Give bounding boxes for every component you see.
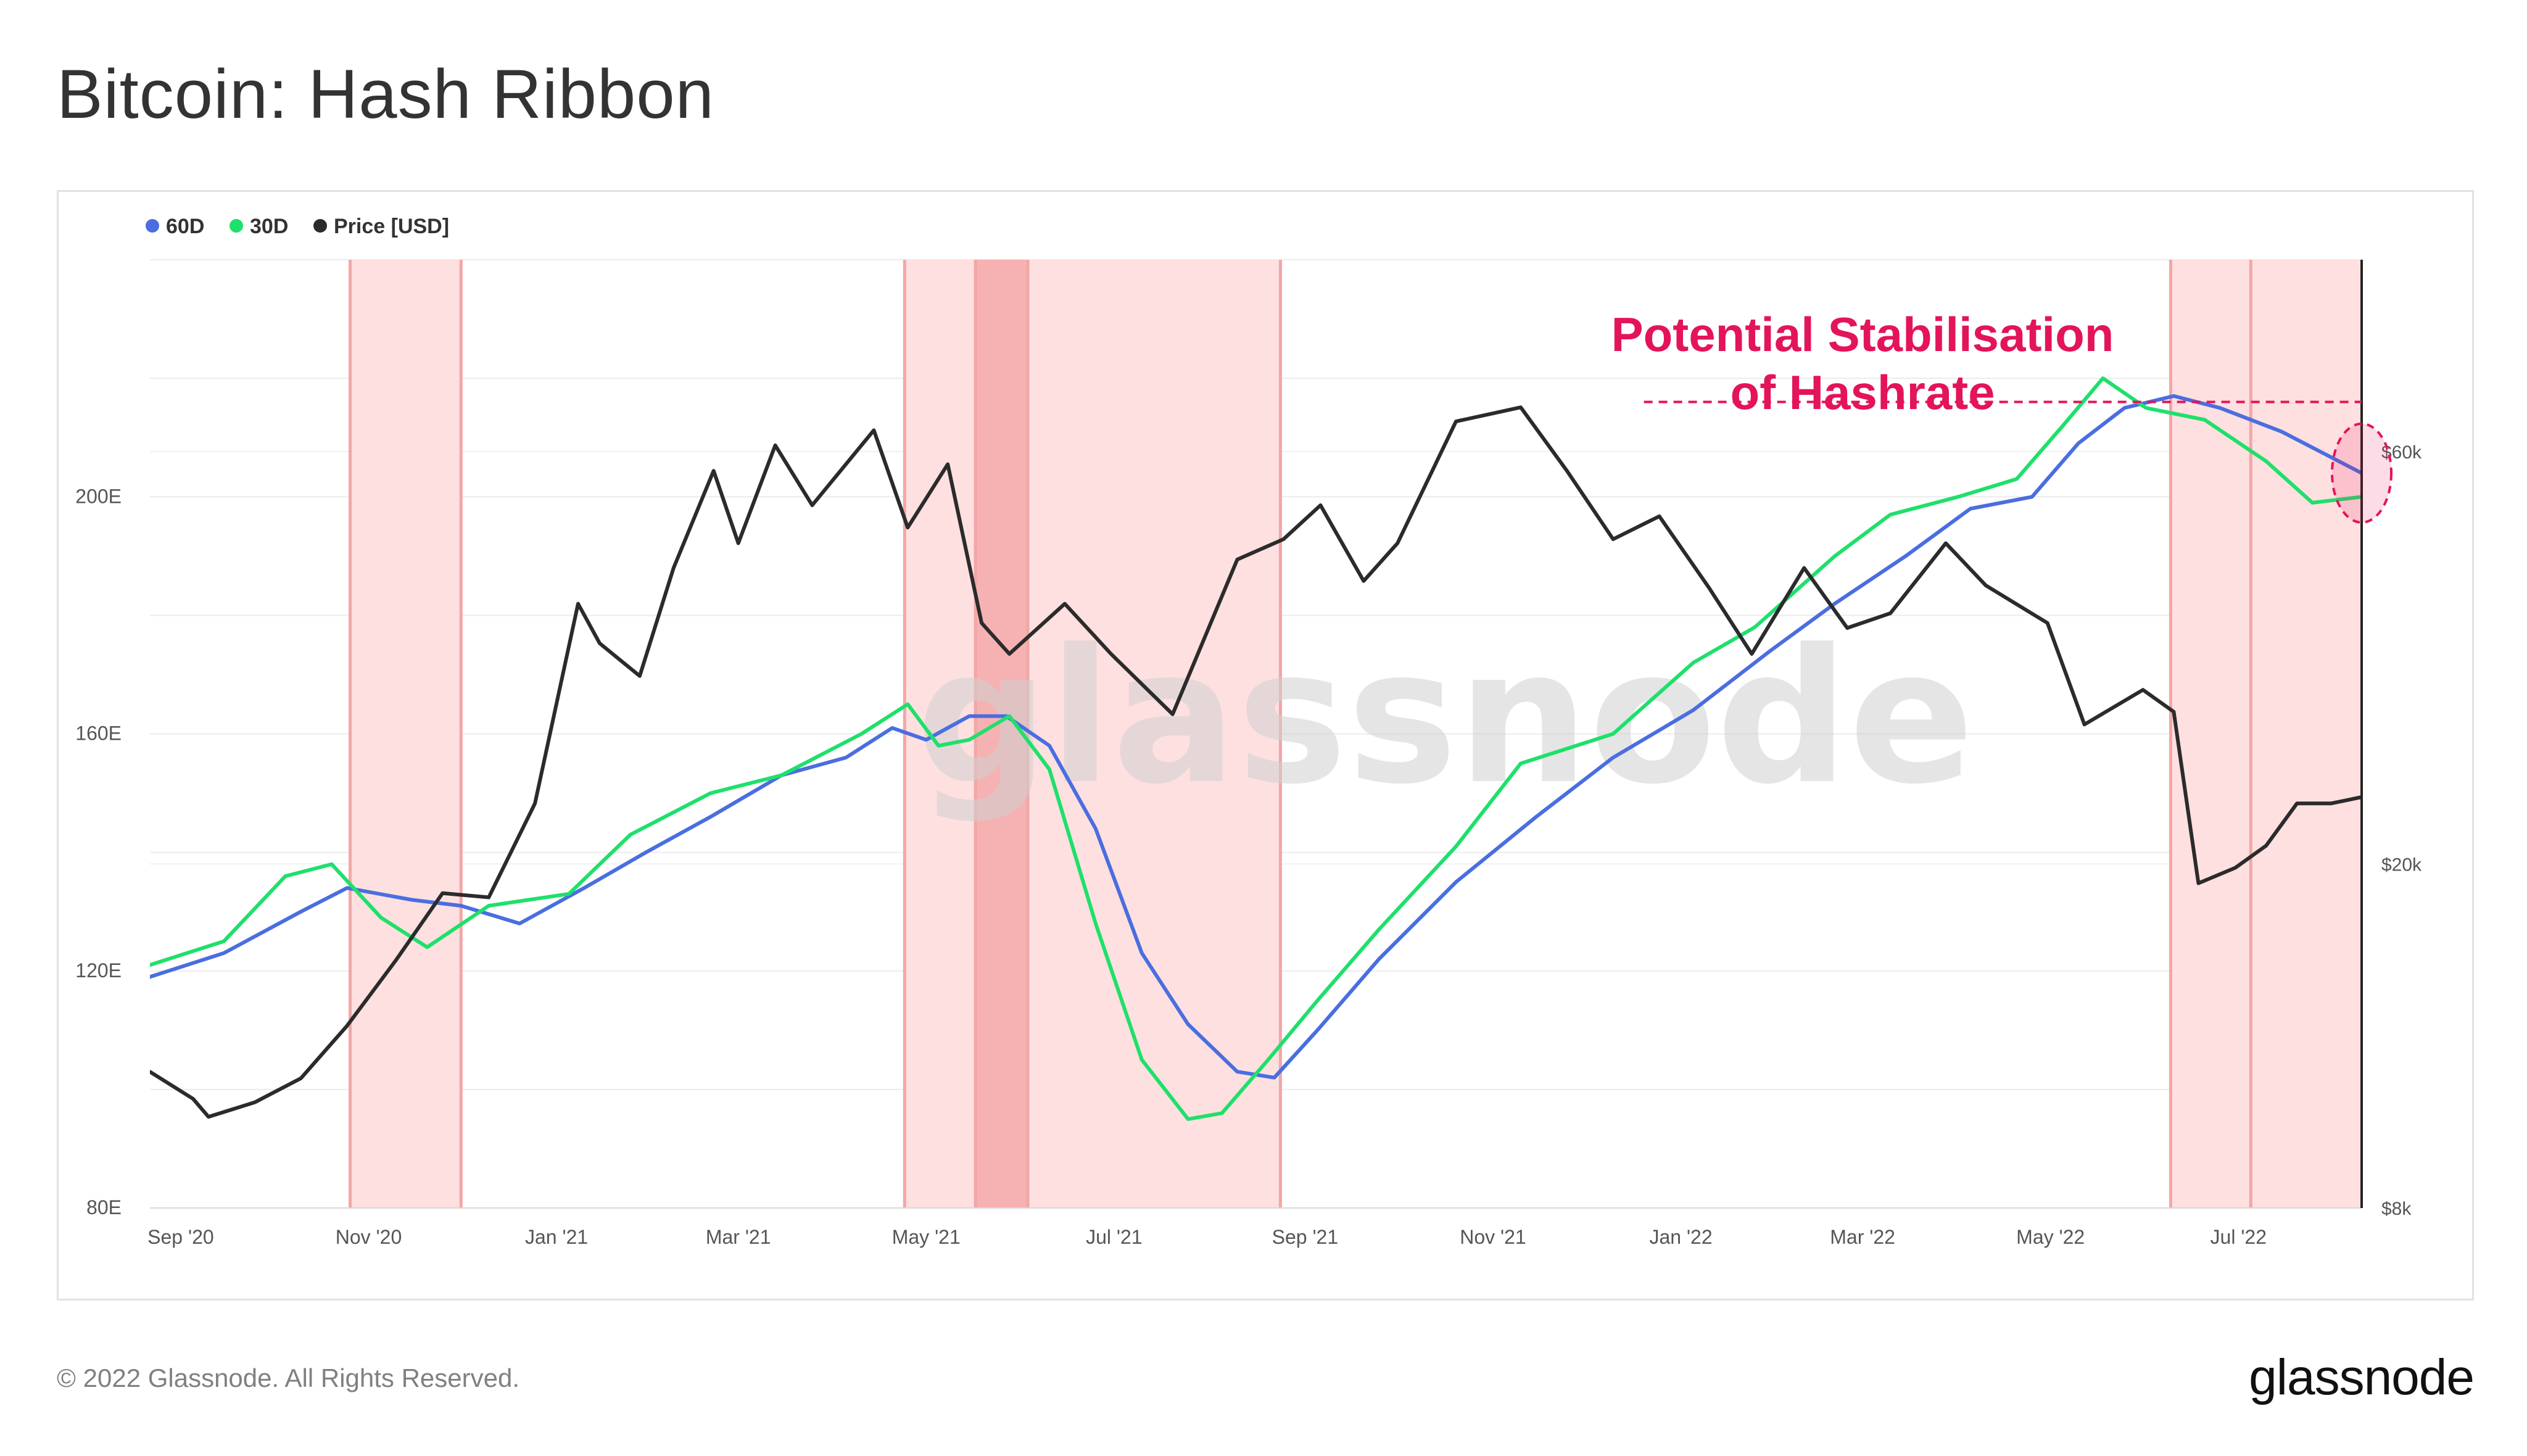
copyright-text: © 2022 Glassnode. All Rights Reserved.	[57, 1363, 520, 1392]
legend-marker	[146, 219, 159, 233]
x-tick-label: Jul '22	[2211, 1226, 2267, 1248]
chart-card: glassnode Sep '20 Nov '20 Jan '21 Mar '21 Ma…	[57, 190, 2474, 1301]
series-lines	[150, 376, 2362, 1121]
y-left-tick-label: 200E	[75, 485, 122, 507]
legend-label: Price [USD]	[334, 215, 449, 238]
y-left-tick-label: 80E	[86, 1196, 122, 1218]
x-tick-label: Jan '21	[525, 1226, 588, 1248]
annotation-line-2: of Hashrate	[1730, 365, 1995, 420]
x-tick-label: May '21	[892, 1226, 961, 1248]
watermark: glassnode	[916, 610, 1974, 825]
x-tick-label: Mar '22	[1830, 1226, 1895, 1248]
series-line-price-usd	[150, 405, 2362, 1119]
x-tick-label: Mar '21	[706, 1226, 771, 1248]
capitulation-band	[350, 260, 461, 1208]
capitulation-band-dark	[975, 260, 1028, 1208]
x-tick-label: Sep '20	[147, 1226, 214, 1248]
x-tick-label: Jan '22	[1649, 1226, 1712, 1248]
x-tick-label: Sep '21	[1272, 1226, 1339, 1248]
hash-ribbon-chart: glassnode Sep '20 Nov '20 Jan '21 Mar '21 Ma…	[75, 215, 2422, 1248]
x-tick-label: Jul '21	[1086, 1226, 1143, 1248]
legend-label: 60D	[166, 215, 204, 238]
x-tick-label: Nov '20	[336, 1226, 402, 1248]
legend-item-60d[interactable]: 60D	[146, 215, 204, 238]
y-right-tick-label: $60k	[2381, 442, 2422, 463]
glassnode-logo[interactable]: glassnode	[2249, 1349, 2475, 1405]
legend-item-30d[interactable]: 30D	[230, 215, 288, 238]
legend-label: 30D	[250, 215, 288, 238]
series-line-60d	[150, 394, 2362, 1080]
page-title: Bitcoin: Hash Ribbon	[57, 56, 714, 133]
legend[interactable]: 60D 30D Price [USD]	[146, 215, 449, 238]
y-left-tick-label: 120E	[75, 959, 122, 982]
legend-item-price-usd[interactable]: Price [USD]	[313, 215, 449, 238]
annotation-circle	[2331, 422, 2393, 524]
capitulation-band	[904, 260, 1281, 1208]
series-line-30d	[150, 376, 2362, 1121]
y-right-tick-label: $20k	[2381, 854, 2422, 875]
y-left-tick-label: 160E	[75, 722, 122, 745]
x-tick-label: May '22	[2016, 1226, 2085, 1248]
x-tick-label: Nov '21	[1460, 1226, 1526, 1248]
y-right-tick-label: $8k	[2381, 1199, 2412, 1219]
axes: Sep '20 Nov '20 Jan '21 Mar '21 May '21 Jul '…	[75, 260, 2422, 1248]
annotation-line-1: Potential Stabilisation	[1611, 307, 2114, 362]
legend-marker	[230, 219, 243, 233]
legend-marker	[313, 219, 327, 233]
